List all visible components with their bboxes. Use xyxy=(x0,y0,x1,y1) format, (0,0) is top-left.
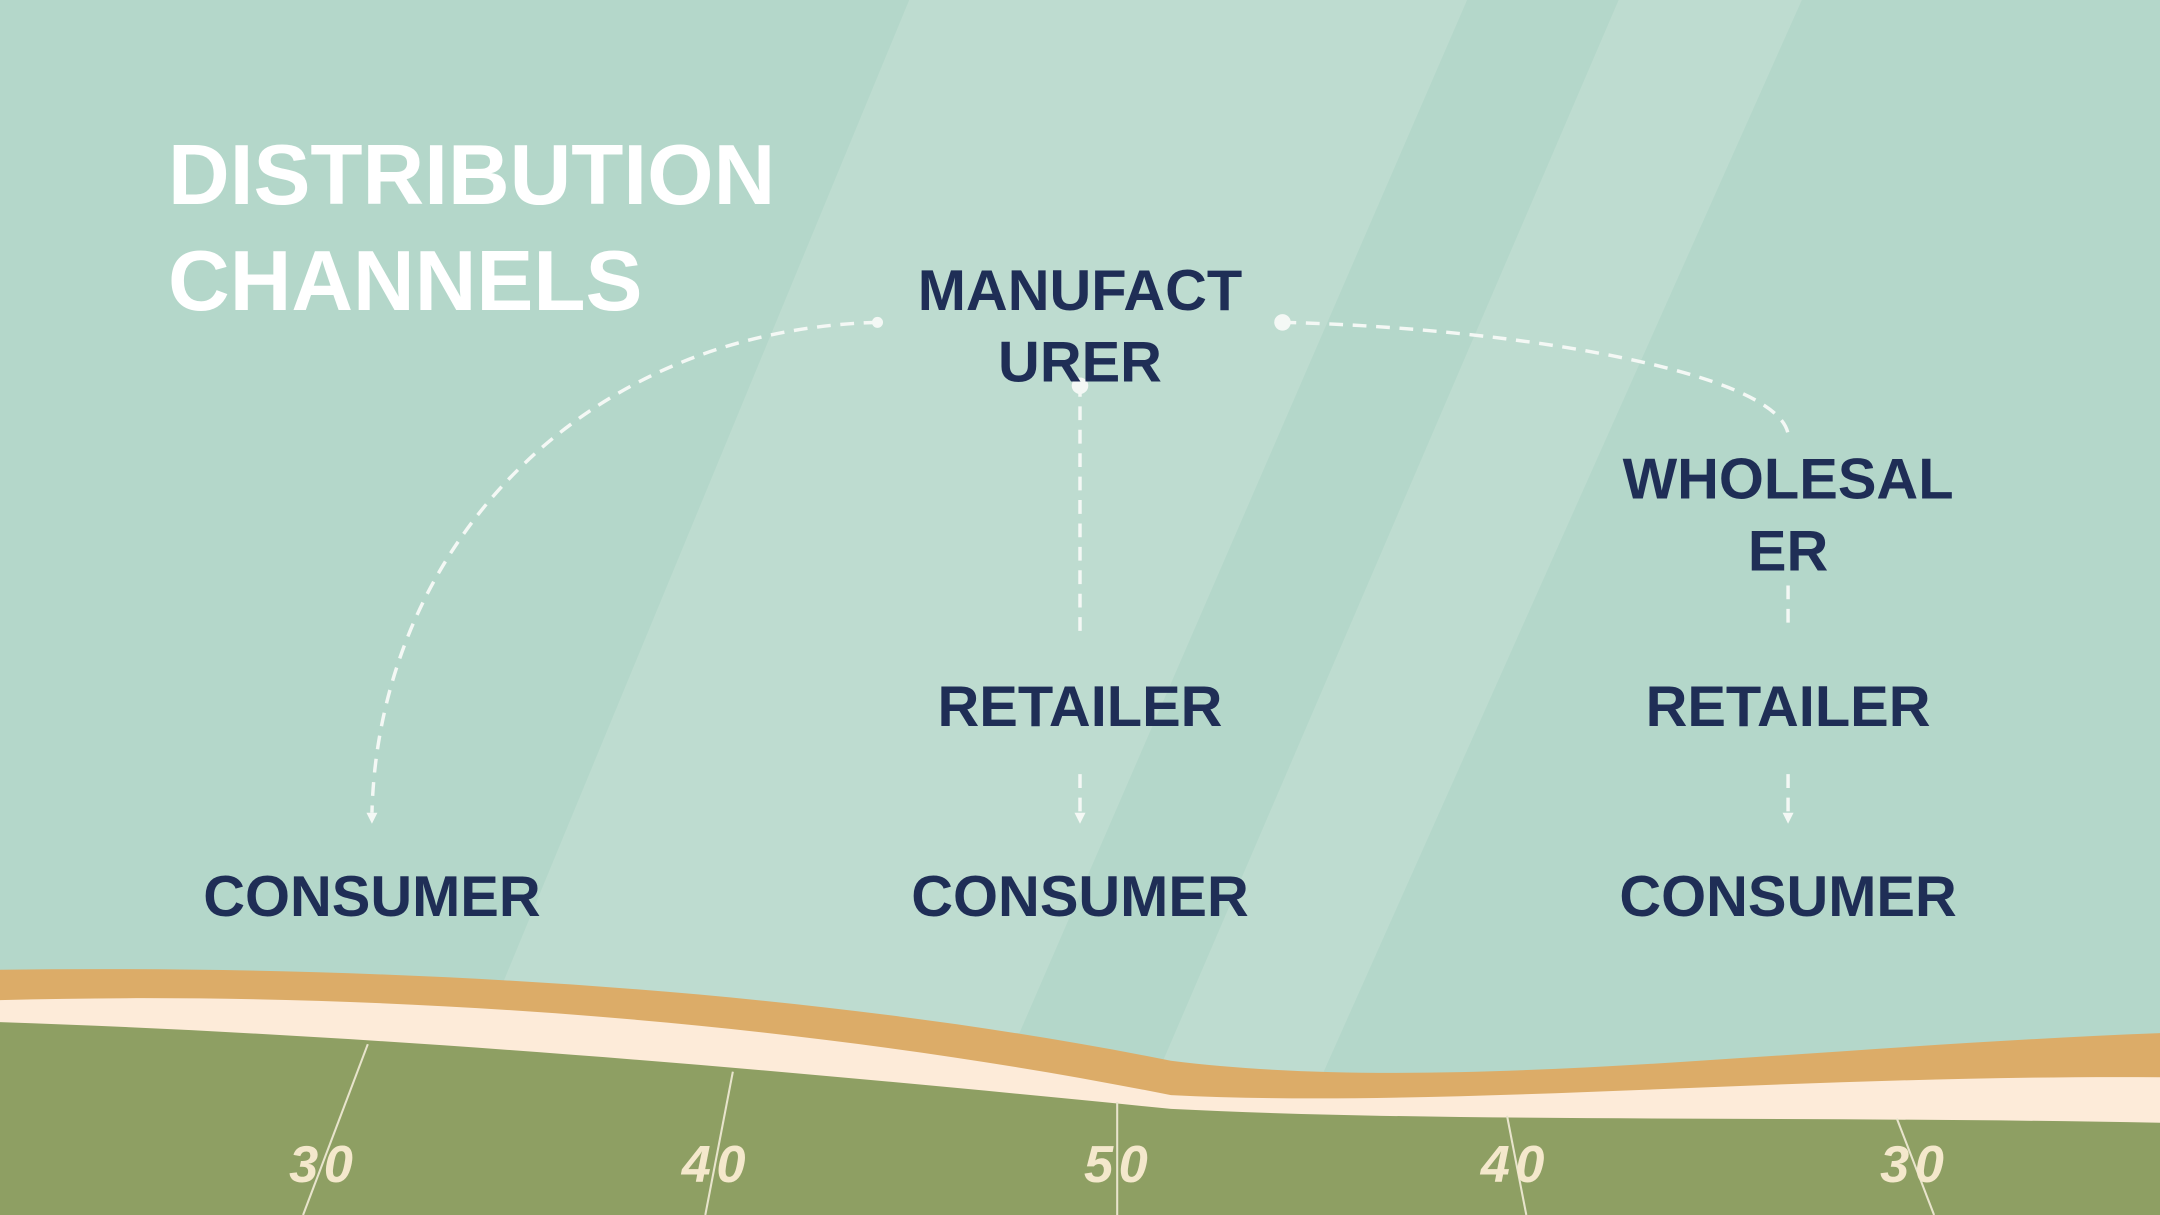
node-label: WHOLESAL xyxy=(1623,448,1954,512)
yard-number: 30 xyxy=(289,1136,358,1194)
node-label: MANUFACT xyxy=(918,259,1243,323)
yard-line xyxy=(704,1071,734,1215)
node-label: RETAILER xyxy=(938,675,1223,739)
yard-line xyxy=(1506,1115,1528,1215)
field xyxy=(0,1022,2160,1215)
title-line: DISTRIBUTION xyxy=(168,128,775,223)
connector-dot xyxy=(1274,314,1291,331)
yard-number: 40 xyxy=(1480,1136,1550,1194)
yard-line xyxy=(302,1043,369,1215)
yard-number: 30 xyxy=(1880,1136,1949,1194)
yard-number: 40 xyxy=(681,1136,751,1194)
stripe xyxy=(482,0,1468,1034)
yard-line xyxy=(1895,1118,1936,1215)
node-label: CONSUMER xyxy=(203,865,540,929)
connector xyxy=(370,320,878,813)
title-line: CHANNELS xyxy=(168,234,642,329)
stripe xyxy=(1157,0,1802,1075)
arrowhead xyxy=(366,812,378,824)
arrowhead xyxy=(1782,812,1794,824)
yard-number: 50 xyxy=(1084,1136,1153,1194)
connector-dot xyxy=(1071,377,1089,394)
node-label: ER xyxy=(1748,519,1828,583)
node-label: RETAILER xyxy=(1646,675,1931,739)
connector xyxy=(1282,320,1790,435)
connectors xyxy=(366,314,1794,824)
yard-lines xyxy=(302,1043,1936,1215)
node-label: URER xyxy=(998,331,1162,395)
arrowhead xyxy=(1074,812,1086,824)
node-label: CONSUMER xyxy=(1619,865,1956,929)
connector-dot xyxy=(871,316,884,328)
node-label: CONSUMER xyxy=(911,865,1248,929)
